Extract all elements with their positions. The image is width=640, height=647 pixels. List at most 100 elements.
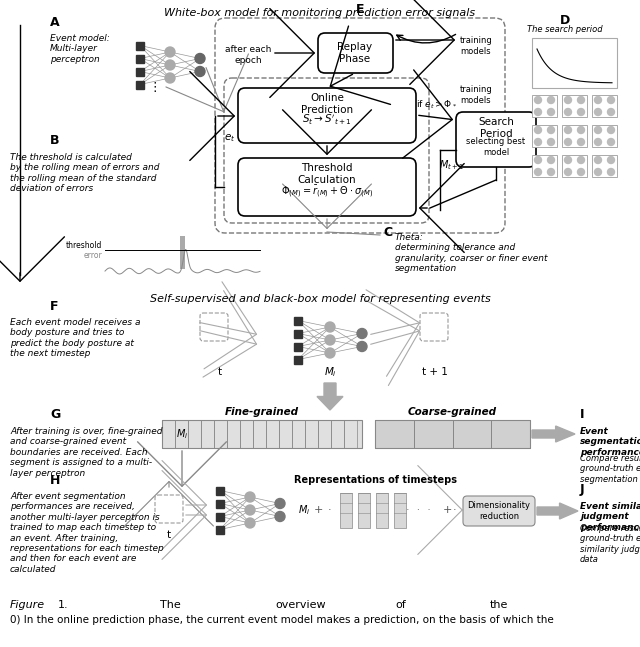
Text: Replay
Phase: Replay Phase bbox=[337, 42, 372, 64]
Circle shape bbox=[275, 512, 285, 521]
Circle shape bbox=[534, 138, 541, 146]
Text: overview: overview bbox=[275, 600, 326, 610]
Text: training
models: training models bbox=[460, 36, 493, 56]
Text: D: D bbox=[560, 14, 570, 27]
Text: Compare results to
ground-truth event
segmentation data: Compare results to ground-truth event se… bbox=[580, 454, 640, 484]
Circle shape bbox=[564, 96, 572, 104]
Text: $M_i$: $M_i$ bbox=[298, 503, 310, 517]
Text: White-box model for monitoring prediction error signals: White-box model for monitoring predictio… bbox=[164, 8, 476, 18]
Circle shape bbox=[607, 168, 614, 175]
Bar bbox=[344, 420, 357, 448]
Text: J: J bbox=[580, 483, 584, 496]
Circle shape bbox=[564, 168, 572, 175]
Text: $M_{t+1}$: $M_{t+1}$ bbox=[440, 158, 465, 172]
Text: +: + bbox=[314, 505, 323, 515]
Circle shape bbox=[564, 127, 572, 133]
Bar bbox=[305, 420, 318, 448]
Text: threshold: threshold bbox=[66, 241, 102, 250]
Circle shape bbox=[577, 138, 584, 146]
Bar bbox=[279, 420, 292, 448]
Bar bbox=[562, 125, 587, 147]
Circle shape bbox=[577, 157, 584, 164]
Circle shape bbox=[534, 96, 541, 104]
Bar bbox=[201, 420, 214, 448]
Bar bbox=[331, 420, 344, 448]
Text: C: C bbox=[383, 226, 392, 239]
Text: if $e_t > \Phi_*$: if $e_t > \Phi_*$ bbox=[417, 99, 458, 111]
Bar bbox=[340, 493, 352, 528]
Circle shape bbox=[595, 109, 602, 116]
Circle shape bbox=[245, 492, 255, 502]
Text: $e_t$: $e_t$ bbox=[224, 132, 236, 144]
Bar bbox=[592, 155, 617, 177]
Circle shape bbox=[595, 96, 602, 104]
Text: Online
Prediction: Online Prediction bbox=[301, 93, 353, 115]
Polygon shape bbox=[317, 383, 343, 410]
Text: $S_t \rightarrow S'_{t+1}$: $S_t \rightarrow S'_{t+1}$ bbox=[302, 113, 352, 127]
Text: Fine-grained: Fine-grained bbox=[225, 407, 299, 417]
Circle shape bbox=[165, 47, 175, 57]
Circle shape bbox=[245, 505, 255, 515]
Text: Dimensionality
reduction: Dimensionality reduction bbox=[467, 501, 531, 521]
Text: The search period: The search period bbox=[527, 25, 603, 34]
Bar bbox=[452, 420, 492, 448]
Circle shape bbox=[165, 73, 175, 83]
Bar bbox=[214, 420, 227, 448]
Bar bbox=[188, 420, 201, 448]
FancyBboxPatch shape bbox=[456, 112, 536, 167]
Bar bbox=[532, 95, 557, 117]
Circle shape bbox=[547, 96, 554, 104]
Text: selecting best
model: selecting best model bbox=[467, 137, 525, 157]
Text: G: G bbox=[50, 408, 60, 421]
Text: After event segmentation
performances are received,
another multi-layer perceptr: After event segmentation performances ar… bbox=[10, 492, 164, 574]
Bar bbox=[162, 420, 362, 448]
Bar bbox=[292, 420, 305, 448]
Text: $M_i$: $M_i$ bbox=[176, 427, 188, 441]
Bar bbox=[175, 420, 188, 448]
Bar bbox=[294, 355, 302, 364]
Bar bbox=[592, 95, 617, 117]
Bar bbox=[136, 41, 144, 50]
Bar bbox=[358, 493, 370, 528]
Bar bbox=[375, 420, 413, 448]
Bar bbox=[227, 420, 240, 448]
Circle shape bbox=[195, 54, 205, 63]
Text: after each
epoch: after each epoch bbox=[225, 45, 271, 65]
Circle shape bbox=[325, 348, 335, 358]
Circle shape bbox=[547, 168, 554, 175]
Text: $M_i$: $M_i$ bbox=[324, 365, 337, 379]
Text: Representations of timesteps: Representations of timesteps bbox=[294, 475, 456, 485]
Text: The: The bbox=[160, 600, 180, 610]
Text: Each event model receives a
body posture and tries to
predict the body posture a: Each event model receives a body posture… bbox=[10, 318, 141, 358]
Text: $\Phi_{(M)} = \bar{r}_{(M)} + \Theta \cdot \sigma_{(M)}$: $\Phi_{(M)} = \bar{r}_{(M)} + \Theta \cd… bbox=[281, 184, 373, 200]
Text: 1.: 1. bbox=[58, 600, 68, 610]
Bar bbox=[592, 125, 617, 147]
Circle shape bbox=[595, 138, 602, 146]
Polygon shape bbox=[537, 503, 578, 519]
Bar bbox=[532, 125, 557, 147]
Text: B: B bbox=[50, 133, 60, 146]
Text: Event
segmentation
performances:: Event segmentation performances: bbox=[580, 427, 640, 457]
Circle shape bbox=[577, 168, 584, 175]
Bar bbox=[162, 420, 175, 448]
Text: Threshold
Calculation: Threshold Calculation bbox=[298, 163, 356, 185]
Bar bbox=[240, 420, 253, 448]
Circle shape bbox=[534, 168, 541, 175]
Bar bbox=[180, 236, 185, 269]
Text: Self-supervised and black-box model for representing events: Self-supervised and black-box model for … bbox=[150, 294, 490, 304]
FancyBboxPatch shape bbox=[238, 88, 416, 143]
Circle shape bbox=[547, 138, 554, 146]
Bar bbox=[216, 487, 224, 494]
Bar bbox=[492, 420, 530, 448]
Circle shape bbox=[547, 127, 554, 133]
Circle shape bbox=[534, 157, 541, 164]
Bar bbox=[253, 420, 266, 448]
Circle shape bbox=[577, 96, 584, 104]
Bar bbox=[216, 499, 224, 507]
Circle shape bbox=[595, 127, 602, 133]
Text: E: E bbox=[356, 3, 364, 16]
Bar bbox=[266, 420, 279, 448]
Text: F: F bbox=[50, 300, 58, 314]
Bar bbox=[376, 493, 388, 528]
Text: Event model:
Multi-layer
perceptron: Event model: Multi-layer perceptron bbox=[50, 34, 109, 64]
